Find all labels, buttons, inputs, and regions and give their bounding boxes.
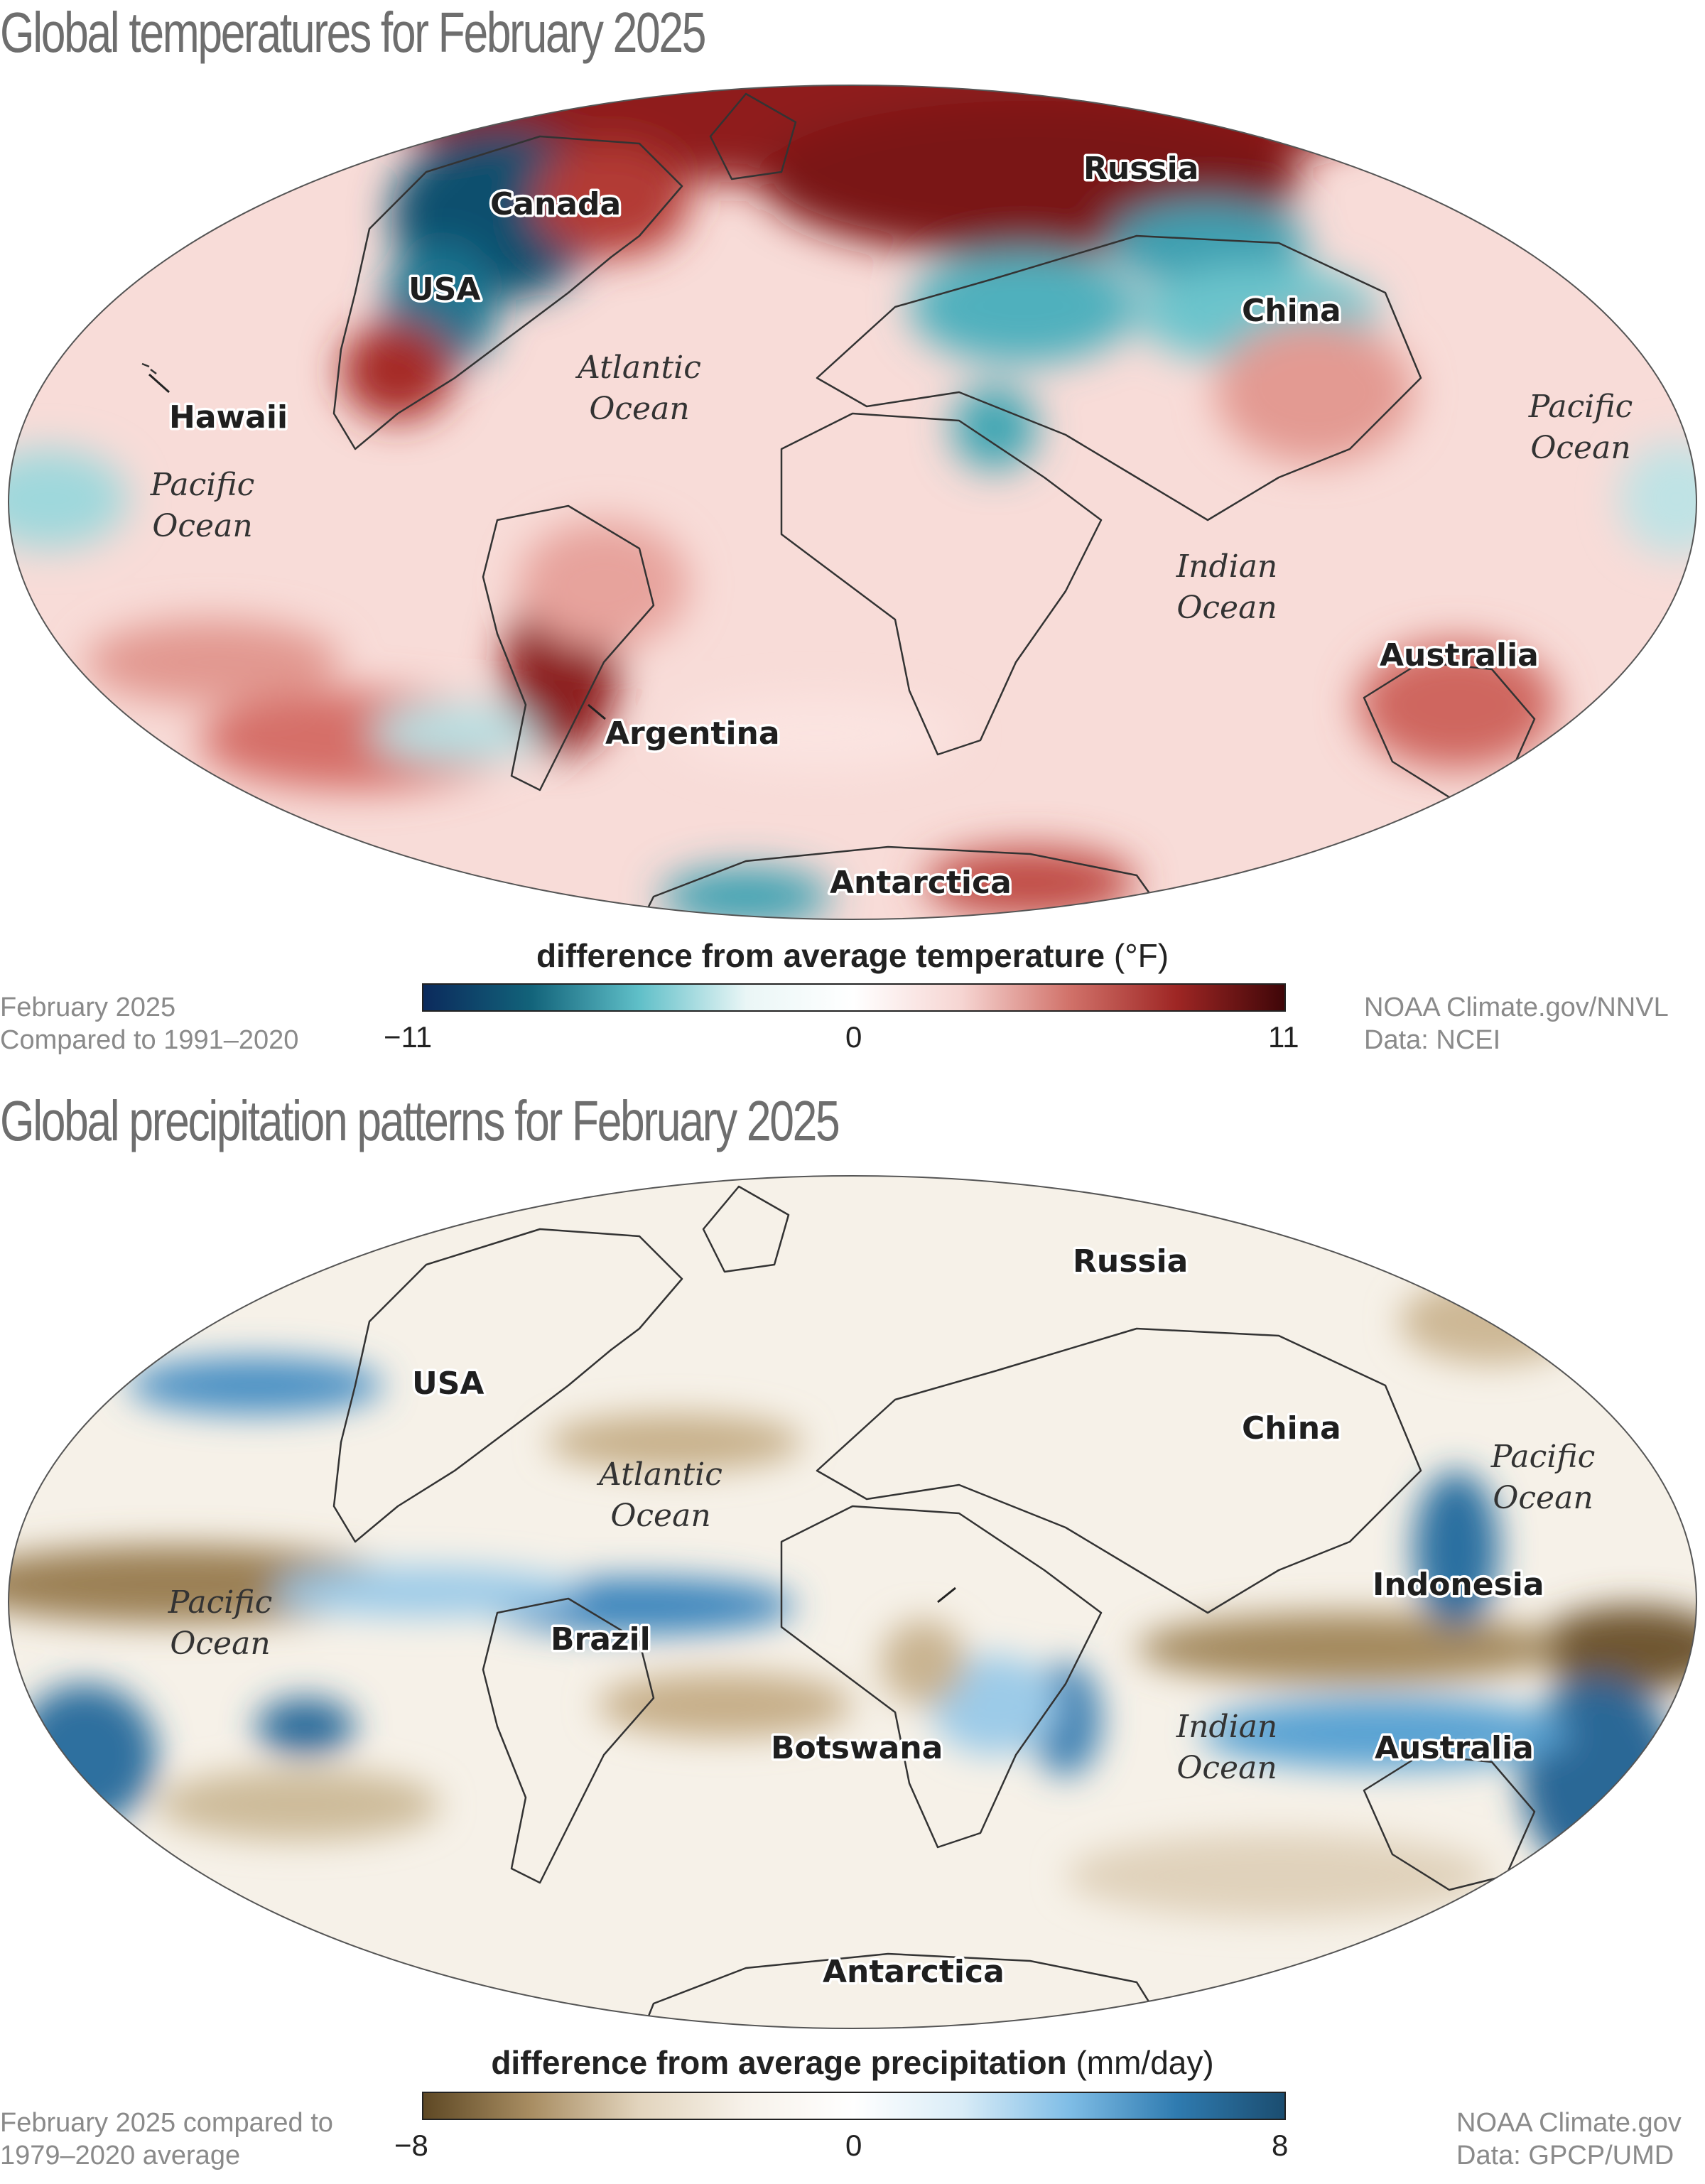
ocean-atlantic-line2: Ocean: [610, 1498, 710, 1534]
temperature-caption-left-line1: February 2025: [0, 993, 176, 1022]
precipitation-caption-left-line2: 1979–2020 average: [0, 2141, 241, 2171]
label-brazil: Brazil: [551, 1621, 651, 1658]
temperature-map-title: Global temperatures for February 2025: [0, 1, 706, 64]
temperature-legend-unit: (°F): [1113, 937, 1169, 974]
temperature-legend-title: difference from average temperature (°F): [0, 936, 1705, 975]
ocean-atlantic-line2: Ocean: [589, 391, 689, 427]
temperature-color-bar: [422, 983, 1286, 1012]
ocean-pacific-east-line1: Pacific: [1528, 389, 1633, 425]
temperature-caption-right-line2: Data: NCEI: [1364, 1025, 1501, 1055]
label-russia: Russia: [1083, 151, 1198, 187]
label-canada: Canada: [490, 186, 621, 222]
precipitation-legend-max: 8: [1272, 2129, 1289, 2162]
ocean-indian-line1: Indian: [1176, 1709, 1278, 1745]
ocean-pacific-east-line1: Pacific: [1490, 1439, 1596, 1475]
label-argentina: Argentina: [605, 715, 780, 752]
label-australia: Australia: [1375, 1730, 1534, 1766]
temperature-legend-max: 11: [1268, 1020, 1299, 1054]
precipitation-caption-right-line1: NOAA Climate.gov: [1456, 2108, 1682, 2138]
precipitation-anomaly-map: Russia USA China Indonesia Brazil Botswa…: [8, 1175, 1697, 2029]
temperature-caption-right: NOAA Climate.gov/NNVL Data: NCEI: [1364, 991, 1669, 1056]
temperature-caption-left: February 2025 Compared to 1991–2020: [0, 991, 298, 1056]
label-usa: USA: [412, 1366, 484, 1402]
ocean-pacific-west-line2: Ocean: [152, 508, 252, 544]
ocean-pacific-east-line2: Ocean: [1530, 430, 1630, 466]
ocean-atlantic-line1: Atlantic: [575, 350, 701, 386]
label-usa: USA: [408, 271, 480, 308]
ocean-indian-line1: Indian: [1176, 548, 1278, 585]
label-australia: Australia: [1380, 637, 1539, 674]
temperature-legend-mid: 0: [845, 1020, 862, 1054]
precipitation-legend-title: difference from average precipitation (m…: [0, 2043, 1705, 2082]
precipitation-caption-right: NOAA Climate.gov Data: GPCP/UMD: [1456, 2107, 1682, 2172]
precipitation-map-title: Global precipitation patterns for Februa…: [0, 1089, 840, 1152]
temperature-caption-left-line2: Compared to 1991–2020: [0, 1025, 299, 1055]
precipitation-legend-mid: 0: [845, 2129, 862, 2162]
precipitation-caption-left: February 2025 compared to 1979–2020 aver…: [0, 2107, 333, 2172]
label-china: China: [1242, 293, 1341, 329]
label-hawaii: Hawaii: [169, 399, 288, 436]
precipitation-legend-min: −8: [394, 2129, 428, 2162]
hawaii-leader-line: [148, 373, 170, 394]
label-antarctica: Antarctica: [823, 1954, 1005, 1990]
precipitation-caption-right-line2: Data: GPCP/UMD: [1456, 2141, 1674, 2171]
ocean-atlantic-line1: Atlantic: [596, 1456, 722, 1493]
precipitation-legend-title-bold: difference from average precipitation: [491, 2044, 1067, 2081]
label-antarctica: Antarctica: [830, 865, 1012, 901]
temperature-legend-min: −11: [384, 1020, 433, 1054]
label-indonesia: Indonesia: [1373, 1567, 1544, 1603]
precipitation-legend-unit: (mm/day): [1076, 2044, 1214, 2081]
botswana-leader-line: [937, 1586, 956, 1604]
precipitation-caption-left-line1: February 2025 compared to: [0, 2108, 333, 2138]
ocean-pacific-east-line2: Ocean: [1493, 1480, 1593, 1516]
label-botswana: Botswana: [771, 1730, 943, 1766]
label-russia: Russia: [1073, 1243, 1188, 1280]
temperature-caption-right-line1: NOAA Climate.gov/NNVL: [1364, 993, 1669, 1022]
ocean-indian-line2: Ocean: [1176, 1750, 1277, 1786]
ocean-indian-line2: Ocean: [1176, 590, 1277, 626]
precipitation-color-bar: [422, 2092, 1286, 2120]
argentina-leader-line: [588, 703, 606, 720]
label-china: China: [1242, 1410, 1341, 1447]
temperature-anomaly-map: Canada Russia USA China Hawaii Australia…: [8, 85, 1697, 920]
ocean-pacific-west-line2: Ocean: [170, 1626, 270, 1662]
ocean-pacific-west-line1: Pacific: [168, 1584, 273, 1621]
ocean-pacific-west-line1: Pacific: [150, 467, 255, 503]
temperature-legend-title-bold: difference from average temperature: [536, 937, 1105, 974]
